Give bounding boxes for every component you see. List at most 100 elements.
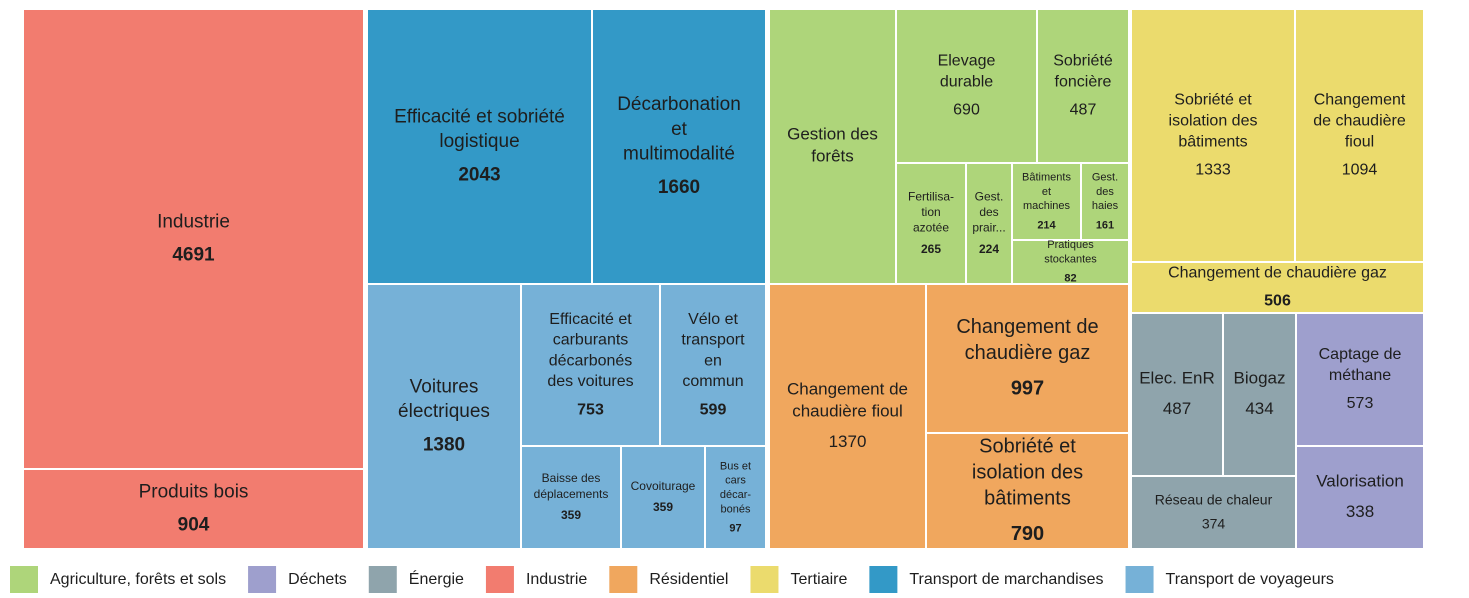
cell-value: 97: [729, 522, 741, 534]
treemap-cell: [1132, 263, 1423, 312]
cell-label: Captage de méthane: [1319, 346, 1402, 384]
treemap-cell: [368, 285, 520, 548]
cell-value: 2043: [458, 164, 500, 185]
cell-value: 338: [1346, 502, 1374, 521]
cell-label: Voitures électriques: [398, 377, 490, 423]
treemap-cell: [1013, 164, 1080, 239]
cell-value: 690: [953, 102, 980, 119]
cell-value: 1380: [423, 434, 465, 455]
cell-value: 4691: [172, 245, 215, 266]
cell-value: 790: [1011, 523, 1044, 545]
cell-label: Covoiturage: [631, 479, 696, 493]
legend-label: Énergie: [409, 569, 464, 588]
cell-label: Biogaz: [1234, 369, 1286, 388]
legend-swatch: [248, 566, 277, 594]
cell-value: 904: [178, 515, 210, 536]
legend-swatch: [750, 566, 779, 594]
legend-label: Tertiaire: [790, 571, 847, 588]
cell-value: 506: [1264, 293, 1291, 310]
treemap-cell: [1296, 10, 1423, 261]
cell-label: Bus et cars décar-bonés: [720, 460, 752, 515]
cell-value: 753: [577, 401, 604, 418]
cell-label: Elec. EnR: [1139, 369, 1215, 388]
legend-swatch: [869, 566, 898, 594]
treemap-cell: [1132, 477, 1295, 548]
legend-swatch: [609, 566, 638, 594]
legend-label: Résidentiel: [649, 571, 728, 588]
treemap-cell: [1132, 10, 1294, 261]
cell-label: Efficacité et carburants décarbonés des voi…: [547, 311, 633, 390]
cell-value: 374: [1202, 515, 1226, 531]
cell-label: Baisse des déplacements: [534, 471, 609, 501]
treemap-cell: [927, 285, 1128, 432]
cell-label: Produits bois: [139, 481, 249, 502]
treemap-cell: [622, 447, 704, 548]
cell-label: Sobriété et isolation des bâtiments: [1169, 92, 1258, 151]
cell-value: 359: [561, 508, 581, 522]
treemap-cell: [1038, 10, 1128, 162]
cell-value: 359: [653, 500, 673, 514]
treemap-cell: [522, 447, 620, 548]
treemap-cell: [24, 10, 363, 468]
treemap-cell: [770, 285, 925, 548]
cell-value: 997: [1011, 377, 1044, 399]
cell-label: Gest. des haies: [1092, 171, 1119, 212]
treemap-cell: [661, 285, 765, 445]
cell-label: Gestion des forêts: [787, 125, 878, 166]
treemap-cell: [1297, 447, 1423, 548]
cell-label: Décarbonation et multimodalité: [617, 94, 741, 164]
legend-swatch: [485, 566, 514, 594]
treemap-cell: [706, 447, 765, 548]
cell-label: Vélo et transport en commun: [681, 311, 745, 390]
cell-label: Valorisation: [1316, 472, 1404, 491]
treemap-cell: [522, 285, 659, 445]
legend-swatch: [10, 566, 38, 594]
cell-label: Fertilisa-tion azotée: [908, 190, 954, 235]
treemap-cell: [24, 470, 363, 548]
treemap-cell: [770, 10, 895, 283]
legend-swatch: [1125, 566, 1154, 594]
cell-value: 82: [1064, 273, 1076, 285]
legend-label: Agriculture, forêts et sols: [50, 571, 226, 588]
cell-value: 214: [1037, 219, 1056, 231]
cell-value: 487: [1070, 102, 1097, 119]
cell-value: 1333: [1195, 162, 1231, 179]
cell-value: 573: [1347, 395, 1374, 412]
treemap-cell: [1297, 314, 1423, 445]
legend-label: Déchets: [288, 571, 347, 588]
treemap-cell: [897, 10, 1036, 162]
cell-label: Changement de chaudière fioul: [1313, 92, 1406, 151]
treemap-cell: [967, 164, 1011, 283]
legend-swatch: [368, 566, 397, 594]
cell-value: 1370: [829, 432, 867, 451]
cell-value: 265: [921, 242, 941, 256]
cell-value: 434: [1245, 399, 1273, 418]
legend-label: Industrie: [526, 571, 587, 588]
cell-label: Sobriété foncière: [1053, 53, 1113, 91]
cell-label: Sobriété et isolation des bâtiments: [972, 436, 1083, 510]
cell-value: 1094: [1342, 162, 1378, 179]
cell-value: 487: [1163, 399, 1191, 418]
cell-label: Changement de chaudière fioul: [787, 380, 908, 421]
cell-label: Efficacité et sobriété logistique: [394, 107, 565, 153]
treemap-cell: [1082, 164, 1128, 239]
treemap-cell: [593, 10, 765, 283]
cell-label: Changement de chaudière gaz: [1168, 265, 1387, 282]
cell-label: Industrie: [157, 211, 230, 232]
treemap-cell: [368, 10, 591, 283]
legend-label: Transport de voyageurs: [1166, 571, 1334, 588]
treemap-cell: [1013, 241, 1128, 283]
cell-label: Changement de chaudière gaz: [956, 316, 1098, 364]
treemap-cell: [1224, 314, 1295, 475]
cell-value: 161: [1096, 219, 1114, 231]
legend-label: Transport de marchandises: [909, 571, 1103, 588]
cell-label: Elevage durable: [938, 53, 996, 91]
treemap-cell: [927, 434, 1128, 548]
cell-label: Réseau de chaleur: [1155, 491, 1273, 507]
cell-label: Gest. des prair...: [972, 190, 1005, 235]
cell-value: 1660: [658, 177, 700, 198]
treemap-cell: [897, 164, 965, 283]
cell-label: Pratiques stockantes: [1044, 239, 1097, 265]
